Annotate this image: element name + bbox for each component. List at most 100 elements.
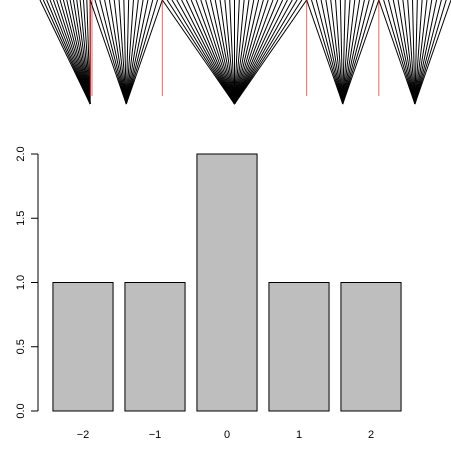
fan-ray <box>339 0 344 105</box>
fan-ray <box>342 0 346 105</box>
fan-ray <box>113 0 127 105</box>
fan-ray <box>234 0 288 105</box>
fan-ray <box>205 0 235 105</box>
x-tick-label: 0 <box>224 429 230 441</box>
fan-ray <box>378 0 416 105</box>
fan-ray <box>234 0 298 105</box>
fan-ray <box>94 0 127 105</box>
fan-ray <box>414 0 447 105</box>
fan-ray <box>166 0 235 105</box>
fan-ray <box>125 0 130 105</box>
fan-ray <box>66 0 91 105</box>
fan-ray <box>99 0 127 105</box>
fan-ray <box>234 0 255 105</box>
bar <box>124 282 186 412</box>
fan-ray <box>234 0 264 105</box>
fan-ray <box>200 0 235 105</box>
fan-ray <box>342 0 351 105</box>
fan-ray <box>414 0 433 105</box>
fan-ray <box>56 0 91 105</box>
fan-ray <box>414 0 438 105</box>
fan-ray <box>234 0 269 105</box>
bar-group <box>52 153 402 412</box>
fan-ray <box>195 0 235 105</box>
fan-ray <box>330 0 344 105</box>
fan-ray <box>234 0 284 105</box>
fan-ray <box>79 0 91 105</box>
fan-ray <box>234 0 274 105</box>
fan-ray <box>181 0 235 105</box>
fan-ray <box>171 0 235 105</box>
fan-ray <box>125 0 159 105</box>
fan-ray <box>342 0 356 105</box>
fan-ray <box>234 0 303 105</box>
y-tick-label: 1.5 <box>15 211 27 226</box>
fan-ray <box>125 0 149 105</box>
fan-ray <box>320 0 344 105</box>
fan-ray <box>414 0 423 105</box>
fan-ray <box>161 0 235 105</box>
fan-ray <box>62 0 91 105</box>
fan-ray <box>234 0 293 105</box>
fan-ray <box>234 0 240 105</box>
fan-ray <box>335 0 344 105</box>
fan-ray <box>342 0 370 105</box>
fan-ray <box>190 0 235 105</box>
fan-ray <box>104 0 127 105</box>
fan-panel <box>39 0 451 105</box>
fan-ray <box>219 0 235 105</box>
fan-ray <box>306 0 344 105</box>
y-tick-label: 0.5 <box>15 339 27 354</box>
fan-ray <box>86 0 91 105</box>
x-tick-label: 2 <box>368 429 374 441</box>
fan-ray <box>125 0 139 105</box>
fan-ray <box>185 0 235 105</box>
fan-ray <box>407 0 416 105</box>
fan-ray <box>125 0 144 105</box>
fan-ray <box>46 0 91 105</box>
fan-ray <box>39 0 91 105</box>
fan-ray <box>229 0 235 105</box>
fan-ray <box>392 0 416 105</box>
fan-ray <box>234 0 279 105</box>
fan-ray <box>414 0 451 105</box>
fan-ray <box>387 0 416 105</box>
y-tick-label: 0.0 <box>15 403 27 418</box>
fan-ray <box>234 0 260 105</box>
fan-ray <box>42 0 91 105</box>
bar <box>340 282 402 412</box>
fan-ray <box>414 0 442 105</box>
fan-ray <box>214 0 235 105</box>
bar <box>196 153 258 412</box>
fan-ray <box>325 0 344 105</box>
fan-ray <box>383 0 416 105</box>
fan-ray <box>342 0 365 105</box>
fan-ray <box>125 0 154 105</box>
fan-ray <box>414 0 418 105</box>
fan-ray <box>123 0 127 105</box>
fan-group <box>306 0 380 105</box>
fan-ray <box>125 0 163 105</box>
fan-group <box>161 0 308 105</box>
fan-ray <box>108 0 127 105</box>
fan-ray <box>315 0 344 105</box>
fan-ray <box>76 0 91 105</box>
fan-ray <box>342 0 375 105</box>
fan-ray <box>342 0 361 105</box>
fan-ray <box>234 0 308 105</box>
y-tick-label: 2.0 <box>15 146 27 161</box>
fan-ray <box>397 0 416 105</box>
fan-ray <box>69 0 91 105</box>
fan-group <box>39 0 93 105</box>
y-tick-label: 1.0 <box>15 275 27 290</box>
x-tick-labels: −2 −1 0 1 2 <box>77 429 374 441</box>
fan-group <box>378 0 451 105</box>
fan-ray <box>412 0 416 105</box>
fan-group <box>89 0 163 105</box>
bar <box>268 282 330 412</box>
x-tick-label: 1 <box>296 429 302 441</box>
fan-ray <box>125 0 134 105</box>
fan-ray <box>118 0 127 105</box>
fan-ray <box>342 0 380 105</box>
